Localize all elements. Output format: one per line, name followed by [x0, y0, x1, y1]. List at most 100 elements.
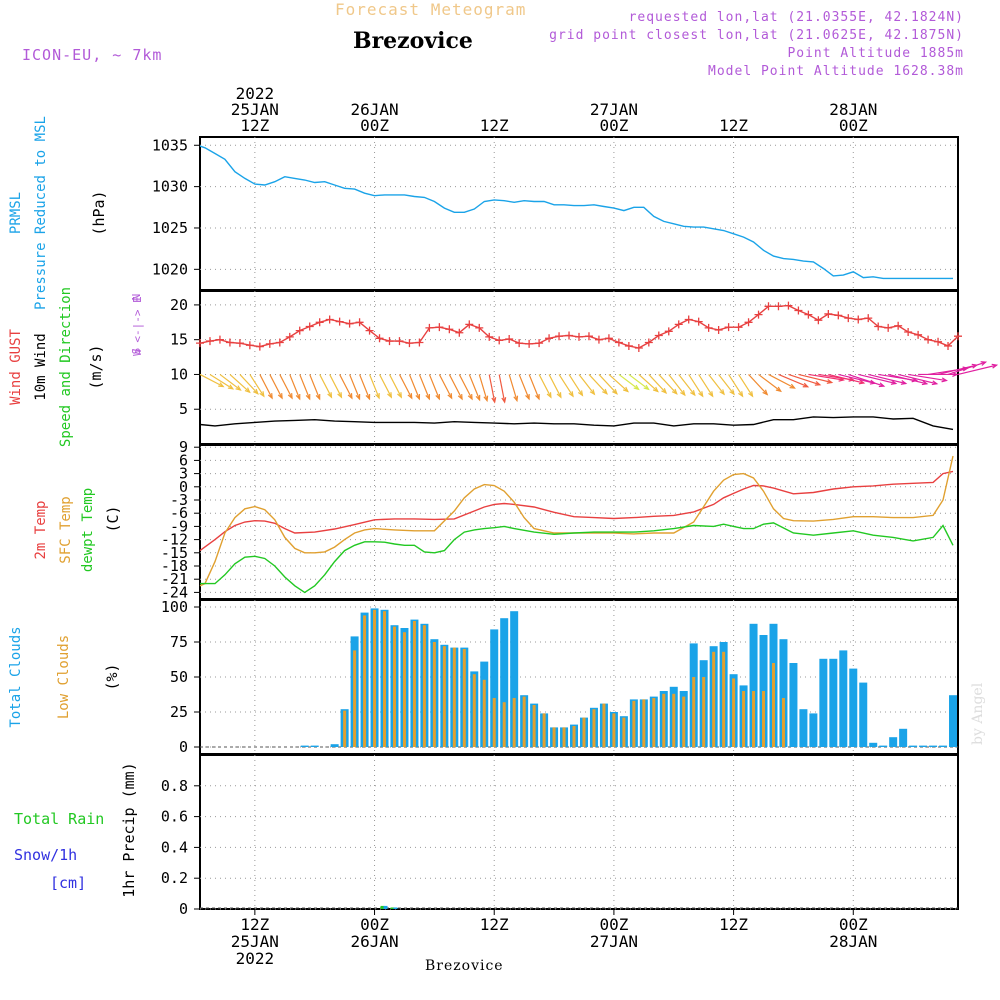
wind-arrow-head: [244, 387, 251, 394]
total-cloud-bar: [510, 611, 519, 747]
wind-arrow: [279, 374, 293, 399]
wind-arrow-head: [762, 389, 769, 396]
low-cloud-bar: [512, 698, 516, 747]
wind-arrow-head: [375, 393, 380, 400]
wind-arrow: [388, 374, 402, 398]
wind-arrow-head: [397, 392, 402, 399]
point-altitude: Point Altitude 1885m: [787, 46, 964, 61]
gust-marker: [954, 332, 962, 341]
low-cloud-bar: [373, 609, 377, 747]
low-cloud-bar: [712, 651, 716, 747]
low-cloud-bar: [662, 693, 666, 747]
gust-marker: [944, 341, 953, 350]
gust-marker: [225, 338, 234, 347]
station-title: Brezovice: [353, 28, 473, 54]
wind-arrow: [518, 374, 530, 400]
low-cloud-bar: [692, 677, 696, 747]
gust-marker: [724, 323, 733, 332]
wind-arrow-head: [643, 384, 650, 391]
wind-arrow: [458, 374, 473, 400]
wind-arrow-head: [305, 393, 311, 401]
label-total-clouds: Total Clouds: [8, 626, 24, 727]
y-tick-label-temperature: 0: [179, 478, 188, 496]
wind-arrow-head: [952, 371, 959, 377]
label-temp-unit: (C): [104, 505, 122, 532]
y-tick-label-temperature: 6: [179, 451, 188, 469]
wind-arrow-head: [556, 392, 562, 399]
gust-marker: [654, 331, 663, 340]
gust-marker: [415, 338, 424, 347]
low-cloud-bar: [402, 632, 406, 747]
time-label-top: 12Z: [719, 116, 748, 135]
gust-marker: [565, 331, 574, 340]
gust-marker: [485, 332, 494, 341]
gust-marker: [285, 332, 294, 341]
wind-arrow-head: [467, 393, 473, 401]
wind-arrow-head: [491, 397, 497, 404]
low-cloud-bar: [582, 717, 586, 747]
low-cloud-bar: [482, 679, 486, 747]
wind-arrow: [618, 373, 639, 390]
gust-marker: [784, 301, 793, 310]
wind-arrow: [798, 373, 832, 384]
wind-arrow: [249, 374, 265, 397]
wind-arrow-head: [719, 389, 725, 396]
wind-arrow-head: [708, 391, 714, 398]
wind-arrow-head: [568, 391, 574, 398]
low-cloud-bar: [752, 691, 756, 747]
gust-marker: [525, 339, 534, 348]
gust-marker: [535, 339, 544, 348]
gust-marker: [255, 342, 264, 351]
total-cloud-bar: [809, 713, 818, 747]
y-tick-label-temperature: -9: [170, 517, 188, 535]
gust-marker: [814, 316, 823, 325]
panel-frame-precip: [199, 754, 959, 910]
label-snow-unit: [cm]: [50, 874, 86, 892]
y-tick-label-temperature: -24: [161, 583, 188, 601]
wind-arrow: [408, 374, 420, 400]
gust-marker: [445, 325, 454, 334]
low-cloud-bar: [652, 698, 656, 747]
total-cloud-bar: [829, 658, 838, 747]
gust-marker: [325, 315, 334, 324]
total-cloud-bar: [819, 658, 828, 747]
wind-arrow-head: [253, 388, 259, 395]
wind-arrow-head: [980, 361, 988, 366]
y-tick-label-wind: 10: [170, 365, 188, 383]
low-cloud-bar: [343, 710, 347, 747]
gust-marker: [674, 320, 683, 329]
gust-marker: [734, 323, 743, 332]
wind-arrow-head: [748, 391, 754, 398]
low-cloud-bar: [622, 717, 626, 747]
wind-arrow-head: [277, 393, 283, 400]
wind-arrow-head: [475, 394, 481, 402]
wind-arrow: [349, 374, 361, 400]
wind-arrow: [758, 373, 782, 392]
model-name: ICON-EU, ~ 7km: [22, 46, 163, 64]
low-cloud-bar: [422, 625, 426, 747]
low-cloud-bar: [432, 642, 436, 747]
gust-marker: [584, 332, 593, 341]
wind-arrow: [538, 374, 552, 398]
wind-arrow-head: [690, 390, 696, 397]
label-speed-direction: Speed and Direction: [58, 287, 74, 447]
wind-arrow-head: [802, 382, 810, 388]
gust-marker: [275, 338, 284, 347]
y-tick-label-pressure: 1020: [152, 260, 188, 278]
time-label-bottom: 25JAN: [231, 932, 279, 951]
y-tick-label-precip: 0: [179, 900, 188, 918]
low-cloud-bar: [732, 678, 736, 747]
wind-arrow: [289, 374, 301, 400]
wind-arrow: [199, 373, 224, 388]
total-cloud-bar: [310, 745, 319, 747]
precip-bar: [393, 907, 398, 909]
temp-dewpt-line: [200, 522, 954, 594]
low-cloud-bar: [762, 691, 766, 747]
gust-marker: [614, 338, 623, 347]
wind-arrow-head: [227, 384, 235, 390]
total-cloud-bar: [919, 745, 928, 747]
wind-arrow-head: [457, 393, 463, 401]
wind-arrow: [718, 374, 735, 395]
wind-arrow-head: [775, 386, 782, 393]
wind-arrow: [219, 373, 241, 391]
